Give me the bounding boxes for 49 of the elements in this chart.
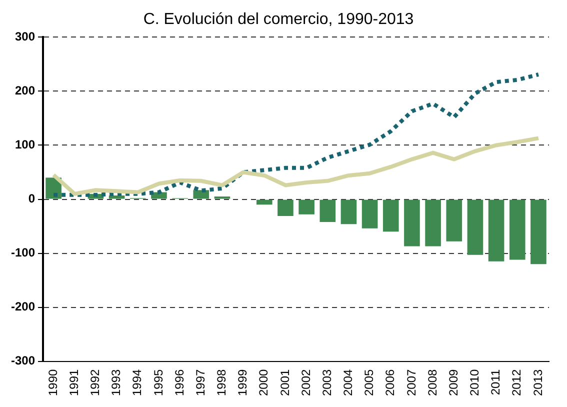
bar — [425, 200, 441, 246]
bar — [404, 200, 420, 246]
x-tick-label: 1993 — [109, 368, 124, 396]
x-tick-label: 2011 — [488, 368, 503, 396]
bar — [509, 200, 526, 260]
x-tick-label: 2005 — [362, 368, 376, 396]
y-tick-label: -300 — [10, 354, 36, 368]
x-tick-label: 2000 — [256, 368, 271, 396]
bar — [193, 190, 210, 199]
y-tick-label: -200 — [10, 300, 36, 314]
y-tick-label: 0 — [28, 192, 36, 206]
bar — [278, 200, 294, 216]
bar — [256, 200, 272, 205]
x-tick-label: 1991 — [66, 368, 81, 396]
chart-title: C. Evolución del comercio, 1990-2013 — [143, 11, 414, 28]
y-tick-label: -100 — [10, 246, 36, 260]
x-tick-label: 1997 — [193, 368, 208, 396]
x-tick-label: 2003 — [320, 368, 334, 396]
bar — [320, 200, 336, 222]
x-tick-label: 1998 — [214, 368, 229, 396]
bar — [362, 200, 378, 228]
x-tick-label: 1994 — [130, 368, 144, 396]
y-tick-label: 200 — [14, 84, 36, 98]
x-tick-label: 2010 — [468, 368, 482, 396]
x-tick-label: 2009 — [446, 368, 460, 396]
y-tick-label: 300 — [14, 30, 36, 44]
x-tick-label: 2004 — [341, 368, 356, 396]
x-tick-label: 2001 — [278, 368, 292, 396]
x-tick-label: 1999 — [236, 368, 250, 396]
bar — [467, 200, 484, 255]
bar — [382, 200, 399, 232]
y-tick-label: 100 — [14, 138, 36, 152]
x-tick-label: 2006 — [383, 368, 398, 396]
bar — [530, 200, 546, 264]
x-tick-label: 2007 — [404, 368, 418, 396]
x-tick-label: 1990 — [46, 368, 60, 396]
x-tick-label: 2012 — [510, 368, 524, 396]
x-tick-label: 2013 — [530, 368, 545, 396]
x-tick-label: 2002 — [298, 368, 313, 396]
x-tick-label: 1995 — [151, 368, 166, 396]
bar — [488, 200, 504, 262]
bar — [446, 200, 462, 242]
bar — [340, 200, 357, 224]
x-tick-label: 1992 — [88, 368, 102, 396]
x-tick-label: 1996 — [172, 368, 186, 396]
line-series — [52, 72, 540, 197]
bar — [108, 195, 125, 199]
x-tick-label: 2008 — [425, 368, 440, 396]
bar — [298, 200, 314, 214]
